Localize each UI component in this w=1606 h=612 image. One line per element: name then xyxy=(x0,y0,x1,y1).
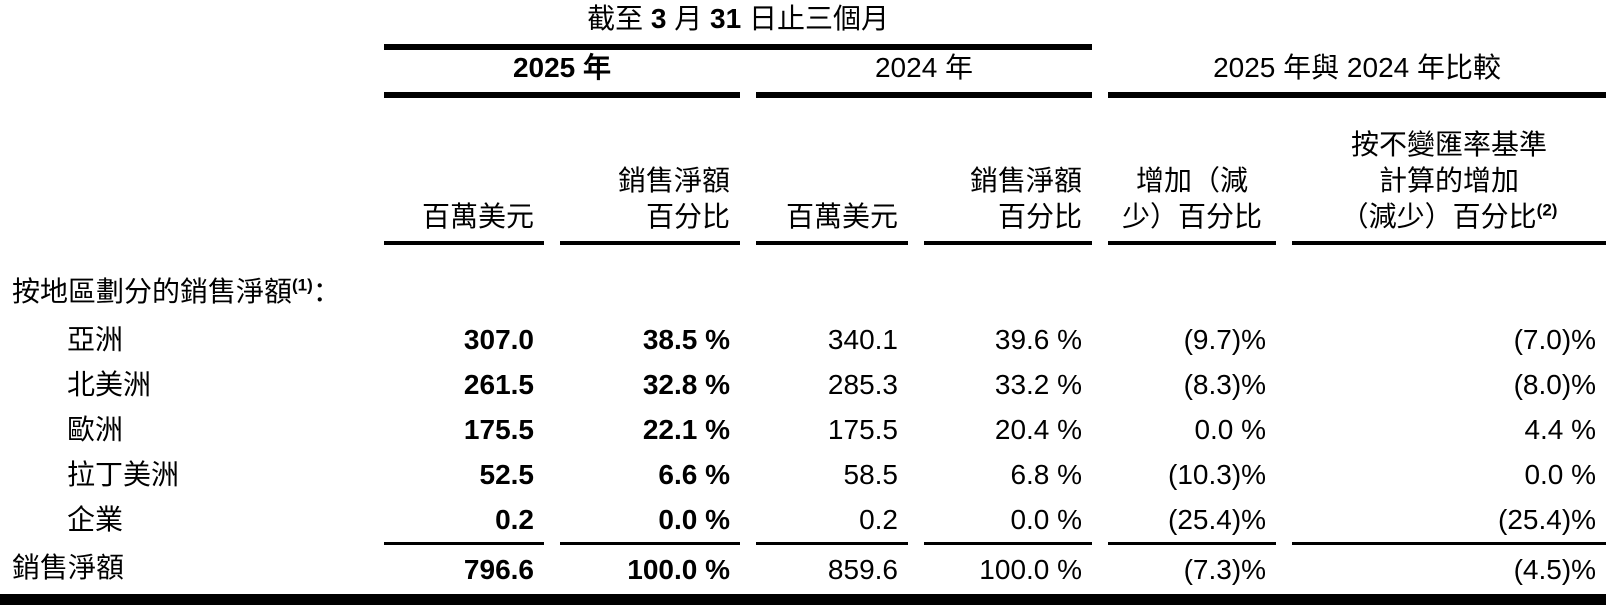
subheader-pct-2024: 銷售淨額 百分比 xyxy=(924,98,1093,245)
footnote-1-marker: (1) xyxy=(292,275,313,295)
period-text: 日止三個月 xyxy=(741,3,889,34)
row-label: 歐洲 xyxy=(67,414,124,445)
cc-header-line1: 按不變匯率基準 xyxy=(1351,129,1548,160)
table-row-asia: 亞洲 307.0 38.5 % 340.1 39.6 % (9.7)% (7.0… xyxy=(0,317,1606,362)
total-change-pct: (7.3)% xyxy=(1108,542,1277,593)
total-pct-2025: 100.0 % xyxy=(560,542,740,593)
cell-usd-2024: 58.5 xyxy=(843,459,899,490)
period-header: 截至 3 月 31 日止三個月 xyxy=(384,0,1093,50)
spacer-cell xyxy=(1108,0,1606,50)
cc-header-line2: 計算的增加 xyxy=(1379,165,1520,196)
table-row-north-america: 北美洲 261.5 32.8 % 285.3 33.2 % (8.3)% (8.… xyxy=(0,362,1606,407)
period-text: 截至 xyxy=(587,3,651,34)
total-label: 銷售淨額 xyxy=(12,552,125,583)
cell-usd-2025: 261.5 xyxy=(463,369,534,400)
table-row-corporate: 企業 0.2 0.0 % 0.2 0.0 % (25.4)% (25.4)% xyxy=(0,497,1606,542)
cell-usd-2024: 0.2 xyxy=(859,504,898,535)
cell-usd-2024: 175.5 xyxy=(827,414,898,445)
footnote-2-marker: (2) xyxy=(1536,200,1558,220)
subheader-change-pct: 增加（減 少）百分比 xyxy=(1108,98,1277,245)
section-label-text: 按地區劃分的銷售淨額 xyxy=(12,276,293,307)
cc-header-line3: （減少）百分比(2) xyxy=(1292,199,1606,235)
cell-pct-2024: 6.8 % xyxy=(1010,459,1083,490)
cell-cc-pct: (8.0)% xyxy=(1513,369,1597,400)
cell-pct-2024: 0.0 % xyxy=(1010,504,1083,535)
cell-pct-2025: 32.8 % xyxy=(642,369,730,400)
cell-pct-2025: 0.0 % xyxy=(658,504,730,535)
column-subheader-row: 百萬美元 銷售淨額 百分比 百萬美元 銷售淨額 百分比 增加（減 少）百分比 按… xyxy=(0,98,1606,245)
cell-cc-pct: (25.4)% xyxy=(1498,504,1597,535)
year-header-2024: 2024 年 xyxy=(756,50,1093,98)
table-row-latin-america: 拉丁美洲 52.5 6.6 % 58.5 6.8 % (10.3)% 0.0 % xyxy=(0,452,1606,497)
row-label: 拉丁美洲 xyxy=(67,459,180,490)
row-label: 企業 xyxy=(67,504,124,535)
period-header-row: 截至 3 月 31 日止三個月 xyxy=(0,0,1606,50)
subheader-usd-2024: 百萬美元 xyxy=(756,98,908,245)
total-cc-pct: (4.5)% xyxy=(1292,542,1606,593)
cell-change-pct: (9.7)% xyxy=(1183,324,1267,355)
section-label-colon: ： xyxy=(312,276,341,307)
cell-pct-2025: 38.5 % xyxy=(642,324,730,355)
spacer-cell xyxy=(0,50,368,98)
cell-pct-2025: 6.6 % xyxy=(658,459,730,490)
cell-change-pct: (25.4)% xyxy=(1168,504,1267,535)
cell-change-pct: 0.0 % xyxy=(1194,414,1267,445)
net-sales-by-region-table: 截至 3 月 31 日止三個月 2025 年 2024 年 2025 年與 20… xyxy=(0,0,1606,593)
section-label-row: 按地區劃分的銷售淨額(1)： xyxy=(0,245,1606,317)
cell-cc-pct: (7.0)% xyxy=(1513,324,1597,355)
table-bottom-rule xyxy=(0,594,1606,605)
table-row-total: 銷售淨額 796.6 100.0 % 859.6 100.0 % (7.3)% … xyxy=(0,542,1606,593)
total-usd-2025: 796.6 xyxy=(384,542,544,593)
row-label: 亞洲 xyxy=(67,324,124,355)
subheader-usd-2025: 百萬美元 xyxy=(384,98,544,245)
cell-usd-2025: 52.5 xyxy=(479,459,535,490)
cell-cc-pct: 0.0 % xyxy=(1524,459,1597,490)
cell-pct-2025: 22.1 % xyxy=(642,414,730,445)
row-label: 北美洲 xyxy=(67,369,152,400)
cc-header-line3-text: （減少）百分比 xyxy=(1340,201,1537,232)
cell-cc-pct: 4.4 % xyxy=(1524,414,1597,445)
period-day: 31 xyxy=(710,3,742,34)
cell-pct-2024: 39.6 % xyxy=(994,324,1083,355)
cell-usd-2024: 340.1 xyxy=(827,324,898,355)
spacer-cell xyxy=(0,0,368,50)
cell-usd-2025: 0.2 xyxy=(495,504,534,535)
year-header-row: 2025 年 2024 年 2025 年與 2024 年比較 xyxy=(0,50,1606,98)
cell-pct-2024: 33.2 % xyxy=(994,369,1083,400)
cell-usd-2025: 307.0 xyxy=(463,324,534,355)
cell-usd-2024: 285.3 xyxy=(827,369,898,400)
spacer-cell xyxy=(0,98,368,245)
cell-usd-2025: 175.5 xyxy=(463,414,534,445)
year-header-2025: 2025 年 xyxy=(384,50,740,98)
subheader-pct-2025: 銷售淨額 百分比 xyxy=(560,98,740,245)
year-comparison-header: 2025 年與 2024 年比較 xyxy=(1108,50,1606,98)
period-month: 3 xyxy=(650,3,667,34)
subheader-constant-currency: 按不變匯率基準 計算的增加 （減少）百分比(2) xyxy=(1292,98,1606,245)
cell-change-pct: (10.3)% xyxy=(1168,459,1267,490)
section-label: 按地區劃分的銷售淨額(1)： xyxy=(0,245,1606,317)
cell-pct-2024: 20.4 % xyxy=(994,414,1083,445)
period-text: 月 xyxy=(666,3,711,34)
table-row-europe: 歐洲 175.5 22.1 % 175.5 20.4 % 0.0 % 4.4 % xyxy=(0,407,1606,452)
total-pct-2024: 100.0 % xyxy=(924,542,1093,593)
cell-change-pct: (8.3)% xyxy=(1183,369,1267,400)
total-usd-2024: 859.6 xyxy=(756,542,908,593)
